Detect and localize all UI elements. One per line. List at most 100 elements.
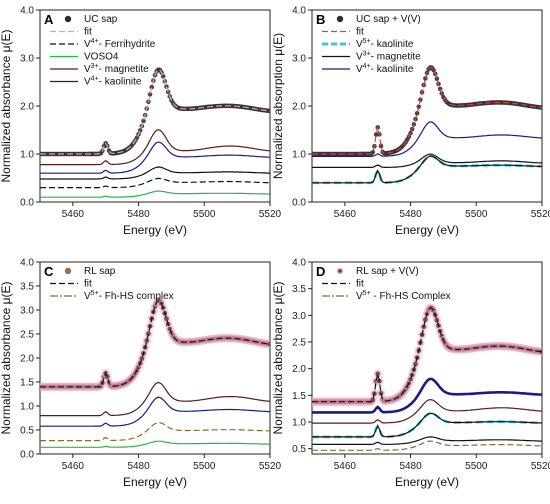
- y-axis-label: Normalized absorption μ(E): [271, 33, 285, 179]
- fit-line: [40, 68, 270, 155]
- x-tick-label: 5460: [62, 461, 85, 472]
- y-tick-label: 1.0: [292, 150, 306, 161]
- legend-label-sup: 5+: [363, 290, 371, 297]
- panel-letter: A: [44, 12, 54, 27]
- standard-line: [40, 421, 270, 442]
- legend-label-tail: - Ferrihydrite: [99, 39, 156, 50]
- legend-entry: V3+- magnetite: [322, 51, 421, 63]
- panel-letter: C: [44, 264, 54, 279]
- y-tick-label: 1.0: [292, 418, 306, 429]
- legend-label: V3+- magnetite: [84, 63, 149, 75]
- legend-label-base: fit: [356, 27, 364, 38]
- legend-label: UC sap: [84, 14, 118, 25]
- y-axis-label: Normalized absorbance μ(E): [271, 282, 285, 435]
- y-tick-label: 2.0: [20, 354, 34, 365]
- x-tick-label: 5460: [62, 209, 85, 220]
- chart-panel-a: 5460 5480 5500 5520 0.0 1.0 2.0 3.0 4.0 Energy (e…: [0, 6, 282, 238]
- y-tick-label: 4.0: [292, 258, 306, 269]
- x-tick-label: 5460: [334, 461, 357, 472]
- legend-label-base: fit: [356, 279, 364, 290]
- data-point: [147, 92, 153, 97]
- data-point: [434, 76, 440, 82]
- legend-entry: V5+- Fh-HS complex: [50, 290, 174, 302]
- y-tick-label: 3.5: [292, 284, 306, 295]
- data-point: [423, 317, 428, 322]
- legend-entry: RL sap: [64, 266, 116, 277]
- data-point: [146, 331, 151, 336]
- plot-area: [312, 303, 542, 451]
- legend-label-sup: 3+: [91, 63, 99, 70]
- x-axis-label: Energy (eV): [395, 475, 459, 489]
- legend-label: UC sap + V(V): [356, 14, 421, 25]
- legend-label: fit: [84, 27, 92, 38]
- legend-entry: V3+- magnetite: [50, 63, 149, 75]
- data-point: [137, 128, 143, 133]
- legend-label-base: V: [356, 52, 363, 63]
- y-tick-label: 3.0: [20, 306, 34, 317]
- legend-label-sup: 5+: [363, 38, 371, 45]
- legend-label: fit: [84, 279, 92, 290]
- plot-area: [312, 65, 542, 185]
- x-axis-label: Energy (eV): [123, 475, 187, 489]
- legend-entry: V4+- kaolinite: [50, 76, 142, 88]
- legend-label-sup: 4+: [363, 63, 371, 70]
- data-point: [267, 341, 270, 347]
- legend-marker: [64, 267, 72, 275]
- standard-line: [312, 440, 542, 451]
- legend-entry: fit: [50, 279, 92, 290]
- standard-line: [312, 411, 542, 439]
- x-tick-label: 5500: [465, 461, 488, 472]
- standard-line: [312, 377, 542, 414]
- y-tick-label: 3.0: [20, 54, 34, 65]
- legend-label-tail: - magnetite: [371, 52, 421, 63]
- x-tick-label: 5460: [334, 209, 357, 220]
- y-tick-label: 2.5: [20, 330, 34, 341]
- x-tick-label: 5480: [399, 461, 422, 472]
- data-point: [267, 108, 270, 114]
- plot-frame: [311, 9, 543, 203]
- legend-label-tail: - Fh-HS complex: [99, 291, 174, 302]
- data-point: [164, 316, 169, 322]
- legend-marker: [64, 15, 72, 23]
- standard-line: [312, 398, 542, 424]
- legend-label-base: VOSO4: [84, 52, 119, 63]
- data-point: [414, 110, 420, 116]
- legend-label-base: UC sap + V(V): [356, 14, 421, 25]
- legend-label-sup: 5+: [91, 290, 99, 297]
- x-tick-label: 5520: [531, 461, 550, 472]
- y-tick-label: 0.5: [292, 444, 306, 455]
- y-tick-label: 1.5: [20, 378, 34, 389]
- data-point: [160, 74, 166, 79]
- standard-line: [312, 436, 542, 445]
- legend-label-base: V: [84, 291, 91, 302]
- legend-label-tail: - magnetite: [99, 64, 149, 75]
- legend-label: V5+ - Fh-HS Complex: [356, 290, 451, 302]
- y-tick-label: 3.0: [292, 54, 306, 65]
- standard-line: [40, 166, 270, 180]
- data-point: [375, 371, 381, 377]
- standard-line: [40, 381, 270, 417]
- y-tick-label: 4.0: [20, 6, 34, 17]
- legend-label-base: V: [356, 64, 363, 75]
- legend-label-base: V: [84, 39, 91, 50]
- legend-entry: RL sap + V(V): [336, 266, 419, 277]
- legend-label-base: V: [84, 64, 91, 75]
- plot-area: [40, 67, 270, 198]
- chart-panel-b: 5460 5480 5500 5520 0.0 1.0 2.0 3.0 4.0 Energy (e…: [271, 6, 550, 238]
- x-tick-label: 5500: [193, 209, 216, 220]
- legend-label-sup: 4+: [91, 76, 99, 83]
- standard-line: [40, 440, 270, 448]
- legend-entry: V5+- kaolinite: [322, 38, 414, 50]
- legend-entry: UC sap + V(V): [336, 14, 421, 25]
- standard-line: [40, 129, 270, 166]
- legend-label-base: V: [84, 77, 91, 88]
- legend-label: V4+- kaolinite: [356, 63, 414, 75]
- legend-entry: VOSO4: [50, 52, 119, 63]
- legend-label-base: fit: [84, 27, 92, 38]
- legend-entry: fit: [50, 27, 92, 38]
- y-tick-label: 1.0: [20, 150, 34, 161]
- y-tick-label: 0.0: [20, 198, 34, 209]
- x-axis-label: Energy (eV): [395, 223, 459, 237]
- standard-line: [40, 190, 270, 198]
